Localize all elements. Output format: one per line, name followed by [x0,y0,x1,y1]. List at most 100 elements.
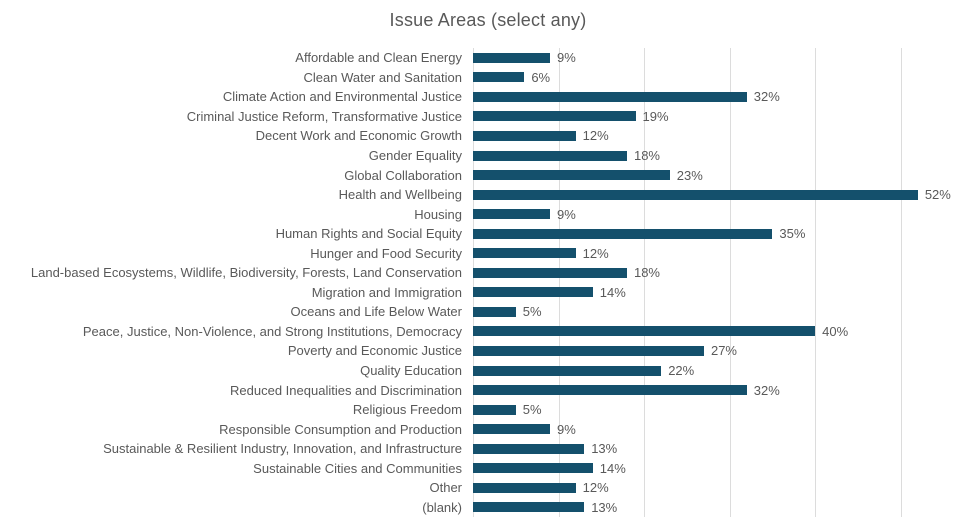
value-label: 9% [556,50,576,66]
bar[interactable] [473,287,593,298]
bar[interactable] [473,385,747,396]
category-label: Climate Action and Environmental Justice [222,89,462,105]
bar[interactable] [473,267,627,278]
value-label: 9% [556,206,576,222]
bar[interactable] [473,111,636,122]
bar-row: Sustainable & Resilient Industry, Innova… [0,439,976,459]
bar-track: 12% [473,243,976,263]
category-label: Housing [414,206,462,222]
bar-row: Migration and Immigration 14% [0,283,976,303]
bar-track: 32% [473,380,976,400]
bar-row: Decent Work and Economic Growth 12% [0,126,976,146]
bar-row: Religious Freedom 5% [0,400,976,420]
value-label: 12% [582,480,609,496]
bar-row: Peace, Justice, Non-Violence, and Strong… [0,322,976,342]
bar-track: 35% [473,224,976,244]
plot-area: Affordable and Clean Energy 9% Clean Water… [0,48,976,517]
bar-row: Other 12% [0,478,976,498]
bar[interactable] [473,72,525,83]
category-label: Sustainable & Resilient Industry, Innova… [103,441,462,457]
bar[interactable] [473,424,550,435]
bar-row: Responsible Consumption and Production 9% [0,419,976,439]
category-label: Gender Equality [368,148,462,163]
category-label: Clean Water and Sanitation [303,69,462,85]
bar[interactable] [473,443,585,454]
bar[interactable] [473,404,516,415]
bar-track: 5% [473,400,976,420]
value-label: 40% [822,323,849,339]
category-label: Human Rights and Social Equity [275,226,462,242]
bar-row: Housing 9% [0,204,976,224]
gridline [473,48,474,517]
bar-track: 22% [473,361,976,381]
bar-track: 18% [473,146,976,166]
bar[interactable] [473,170,670,181]
gridline [815,48,817,517]
bar-row: Climate Action and Environmental Justice… [0,87,976,107]
category-label: Religious Freedom [352,402,462,418]
bar[interactable] [473,345,704,356]
value-label: 18% [633,265,660,281]
bar-row: Land-based Ecosystems, Wildlife, Biodive… [0,263,976,283]
bar-track: 23% [473,165,976,185]
bar[interactable] [473,189,918,200]
bar[interactable] [473,52,550,63]
bar-track: 12% [473,478,976,498]
category-label: Affordable and Clean Energy [295,50,462,66]
value-label: 27% [710,343,737,359]
bar-row: Oceans and Life Below Water 5% [0,302,976,322]
bar-track: 9% [473,204,976,224]
bar-row: Reduced Inequalities and Discrimination 3… [0,380,976,400]
category-label: Criminal Justice Reform, Transformative … [186,108,462,124]
bar[interactable] [473,482,576,493]
bar[interactable] [473,150,627,161]
bar-track: 32% [473,87,976,107]
bar-track: 18% [473,263,976,283]
bar-track: 9% [473,48,976,68]
bar[interactable] [473,209,550,220]
bar-row: (blank) 13% [0,498,976,517]
bar-track: 27% [473,341,976,361]
chart-title: Issue Areas (select any) [389,10,587,30]
gridline [558,48,560,517]
category-label: Oceans and Life Below Water [290,304,463,320]
bar[interactable] [473,502,585,513]
bar-row: Criminal Justice Reform, Transformative … [0,107,976,127]
value-label: 9% [556,421,576,437]
category-label: Health and Wellbeing [338,187,462,203]
value-label: 52% [924,187,951,203]
bar[interactable] [473,306,516,317]
bar[interactable] [473,228,773,239]
bar[interactable] [473,365,662,376]
bar-row: Human Rights and Social Equity 35% [0,224,976,244]
bar-row: Poverty and Economic Justice 27% [0,341,976,361]
bar-track: 14% [473,283,976,303]
value-label: 18% [633,148,660,163]
bar-track: 19% [473,107,976,127]
bar-track: 13% [473,498,976,517]
bar[interactable] [473,130,576,141]
category-label: Global Collaboration [344,167,462,183]
bar[interactable] [473,326,816,337]
category-label: Migration and Immigration [311,284,462,300]
value-label: 35% [779,226,806,242]
value-label: 13% [591,441,618,457]
value-label: 13% [591,499,618,515]
bar[interactable] [473,248,576,259]
value-label: 5% [522,402,542,418]
value-label: 22% [668,363,695,379]
bar-track: 6% [473,68,976,88]
category-label: Land-based Ecosystems, Wildlife, Biodive… [30,265,462,281]
bar-row: Sustainable Cities and Communities 14% [0,458,976,478]
bar[interactable] [473,463,593,474]
bar-row: Quality Education 22% [0,361,976,381]
bar[interactable] [473,91,747,102]
bar-track: 40% [473,322,976,342]
bar-track: 14% [473,458,976,478]
category-label: Quality Education [360,363,462,379]
gridline [729,48,731,517]
bar-track: 52% [473,185,976,205]
value-label: 19% [642,108,669,124]
category-label: Reduced Inequalities and Discrimination [230,382,462,398]
bar-track: 9% [473,419,976,439]
